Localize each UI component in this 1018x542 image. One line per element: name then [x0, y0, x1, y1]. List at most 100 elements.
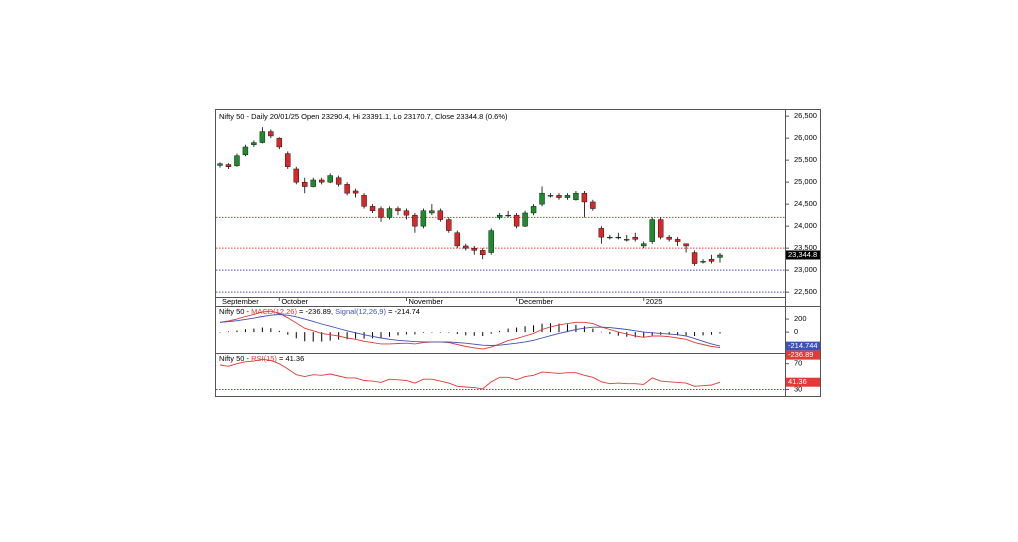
histogram-bar	[583, 326, 585, 333]
histogram-bar	[312, 332, 314, 342]
y-tick-label: 24,000	[794, 221, 817, 230]
candle-body	[251, 142, 257, 145]
title-part: = -236.89,	[297, 307, 335, 316]
histogram-bar	[516, 327, 518, 333]
rsi-value-label: 41.36	[788, 377, 807, 386]
histogram-bar	[702, 332, 704, 336]
candle-body	[691, 252, 698, 264]
histogram-bar	[236, 330, 238, 333]
histogram-bar	[304, 332, 306, 342]
candle-body	[335, 177, 342, 185]
macd-value-label: -236.89	[788, 350, 813, 359]
rsi-value-label-box	[786, 377, 820, 387]
y-tick-label: 25,000	[794, 177, 817, 186]
candle-body	[471, 247, 477, 251]
histogram-bar	[380, 332, 382, 338]
rsi-line	[219, 358, 721, 390]
candle-body	[683, 243, 689, 247]
candle-body	[217, 163, 223, 166]
candle-body	[615, 236, 622, 239]
x-tick-label: November	[408, 297, 443, 306]
panel-title: Nifty 50 - MACD(12,26) = -236.89, Signal…	[219, 307, 420, 316]
candle-body	[496, 214, 503, 218]
candle-body	[403, 210, 410, 216]
candle-body	[488, 230, 494, 253]
x-tick-label: 2025	[646, 297, 663, 306]
candle-body	[395, 208, 401, 211]
frame	[215, 109, 821, 397]
histogram-bar	[448, 332, 450, 333]
histogram-bar	[550, 323, 552, 333]
candle-body	[547, 195, 554, 197]
y-tick-label: 70	[794, 359, 802, 368]
candle-body	[446, 219, 452, 231]
histogram-bar	[558, 323, 560, 333]
histogram-bar	[473, 332, 475, 336]
x-tick-label: December	[519, 297, 554, 306]
candle-body	[344, 184, 350, 194]
y-tick-label: 200	[794, 314, 807, 323]
histogram-bar	[634, 332, 636, 338]
candle-body	[505, 214, 511, 217]
candle-body	[700, 261, 706, 263]
histogram-bar	[524, 326, 526, 333]
y-tick-label: 0	[794, 327, 798, 336]
histogram-bar	[261, 327, 263, 333]
candle-body	[573, 192, 579, 200]
y-tick-label: 26,000	[794, 133, 817, 142]
histogram-bar	[414, 332, 416, 335]
candle-body	[581, 192, 588, 203]
histogram-bar	[244, 329, 246, 333]
histogram-bar	[439, 332, 441, 333]
candle-body	[522, 212, 528, 227]
candle-body	[674, 239, 681, 242]
histogram-bar	[600, 331, 602, 333]
candle-body	[386, 208, 393, 218]
x-tick-label: September	[222, 297, 259, 306]
histogram-bar	[490, 332, 492, 334]
signal-value-label-box	[786, 341, 820, 351]
histogram-bar	[651, 332, 653, 336]
y-tick-label: 26,500	[794, 111, 817, 120]
candle-body	[624, 239, 630, 241]
y-tick-label: 25,500	[794, 155, 817, 164]
title-part: Signal(12,26,9)	[335, 307, 386, 316]
histogram-bar	[719, 332, 721, 334]
macd-line	[219, 310, 721, 350]
histogram-bar	[668, 332, 670, 335]
histogram-bar	[253, 328, 255, 333]
histogram-bar	[363, 332, 365, 339]
x-tick-label: October	[281, 297, 308, 306]
candle-body	[293, 168, 299, 183]
close-label: 23,344.8	[788, 250, 817, 259]
histogram-bar	[456, 332, 458, 335]
histogram-bar	[541, 323, 543, 333]
candle-body	[259, 131, 266, 143]
y-tick-label: 22,500	[794, 287, 817, 296]
histogram-bar	[355, 332, 357, 339]
candle-body	[276, 137, 283, 148]
candle-body	[420, 210, 427, 227]
candle-body	[708, 258, 715, 262]
close-box	[786, 250, 820, 260]
histogram-bar	[431, 332, 433, 333]
candle-body	[641, 243, 647, 247]
candle-body	[513, 214, 520, 227]
title-part: = 41.36	[277, 354, 304, 363]
candle-body	[463, 245, 469, 249]
histogram-bar	[592, 328, 594, 333]
candle-body	[632, 236, 638, 240]
histogram-bar	[321, 332, 323, 342]
histogram-bar	[643, 332, 645, 338]
histogram-bar	[609, 332, 611, 335]
histogram-bar	[711, 332, 713, 335]
histogram-bar	[397, 332, 399, 336]
candle-body	[318, 179, 325, 183]
candle-body	[598, 228, 605, 238]
candle-body	[539, 192, 545, 205]
title-part: = -214.74	[386, 307, 420, 316]
histogram-bar	[533, 325, 535, 333]
candle-body	[327, 175, 333, 183]
